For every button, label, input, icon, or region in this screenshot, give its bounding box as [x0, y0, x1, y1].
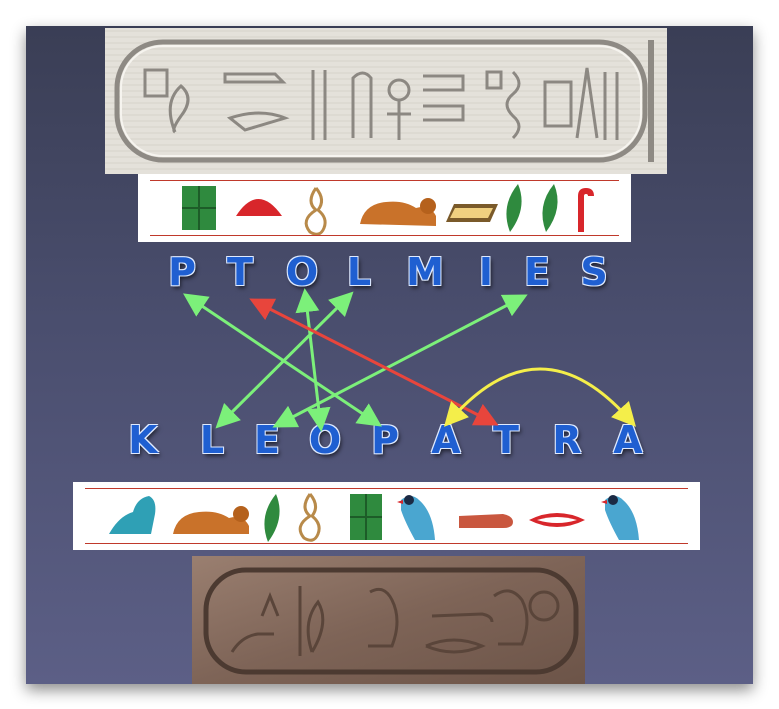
folded-cloth-icon — [446, 204, 498, 222]
folded-cloth-icon — [578, 188, 594, 232]
bottom-letter: A — [431, 418, 461, 462]
bottom-letter: O — [308, 418, 342, 462]
vulture-icon — [601, 495, 639, 540]
bottom-letter: A — [613, 418, 643, 462]
vulture-icon — [397, 495, 435, 540]
square-stool-icon — [182, 186, 216, 230]
top-letter: P — [168, 250, 196, 294]
hill-slope-icon — [109, 496, 156, 534]
reed-leaf-icon — [542, 184, 558, 232]
ptolemy-glyph-strip — [138, 174, 631, 242]
lion-icon — [360, 198, 436, 226]
hand-icon — [459, 514, 513, 528]
reed-leaf-icon — [506, 184, 522, 232]
bread-loaf-icon — [236, 199, 282, 216]
cleopatra-glyph-strip — [73, 482, 700, 550]
top-letter: O — [285, 250, 319, 294]
mouth-icon — [529, 513, 585, 527]
reed-leaf-icon — [264, 494, 280, 542]
top-letter: I — [478, 250, 494, 294]
ptolemy-cartouche-photo — [105, 28, 667, 174]
rope-loop-icon — [298, 493, 321, 542]
kleopatra-word: K L E O P A T R A — [0, 418, 779, 478]
square-stool-icon — [350, 494, 382, 540]
top-letter: S — [580, 250, 608, 294]
rope-loop-icon — [304, 187, 327, 236]
cleopatra-cartouche-photo — [192, 556, 585, 684]
bottom-letter: T — [493, 418, 519, 462]
top-letter: E — [524, 250, 550, 294]
bottom-letter: P — [371, 418, 399, 462]
top-letter: L — [346, 250, 372, 294]
bottom-letter: L — [199, 418, 225, 462]
lion-icon — [173, 506, 249, 534]
bottom-letter: K — [128, 418, 158, 462]
top-letter: T — [227, 250, 253, 294]
ptolmies-word: P T O L M I E S — [0, 250, 779, 310]
bottom-letter: R — [552, 418, 582, 462]
bottom-letter: E — [254, 418, 280, 462]
top-letter: M — [406, 250, 444, 294]
